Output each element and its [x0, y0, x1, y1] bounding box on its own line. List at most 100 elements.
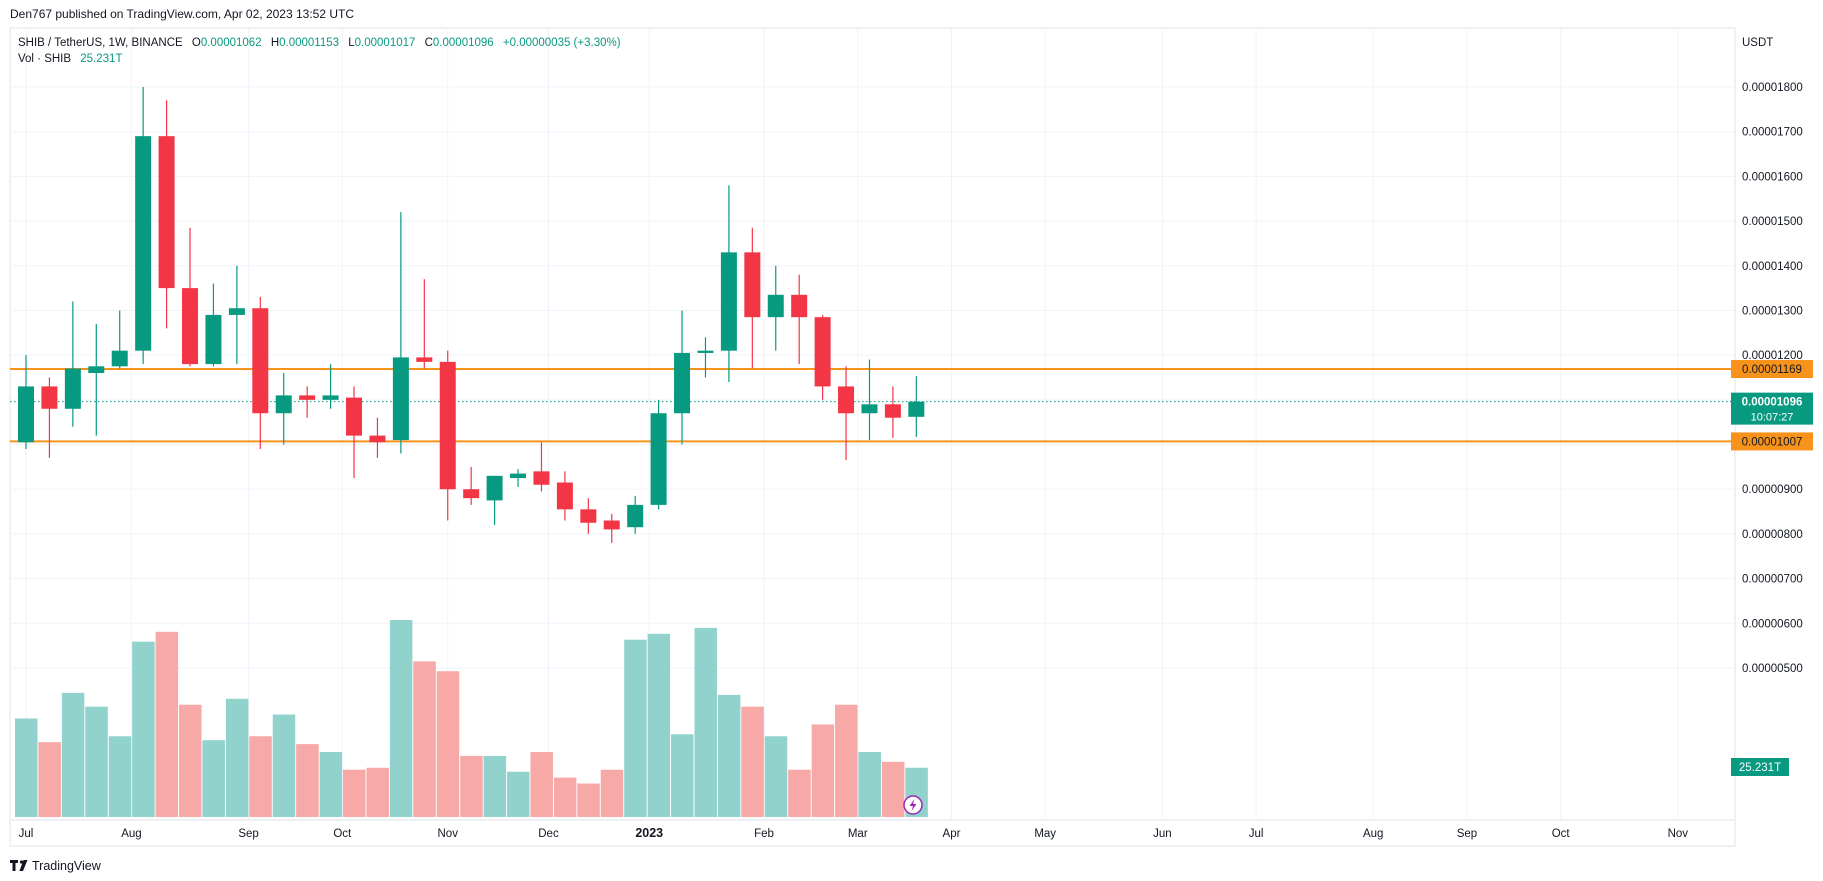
- candle: [463, 466, 480, 505]
- brand-name: TradingView: [32, 859, 102, 873]
- volume-bar: [436, 671, 460, 817]
- volume-bar: [85, 706, 108, 817]
- last-price-label: 0.00001096: [1742, 397, 1803, 409]
- volume-bar: [61, 692, 85, 817]
- candle: [838, 366, 855, 461]
- time-tick-label: Oct: [1552, 828, 1571, 840]
- volume-bar: [507, 771, 530, 817]
- volume-bar: [132, 641, 155, 817]
- candle: [908, 376, 925, 437]
- time-tick-label: Nov: [438, 828, 459, 840]
- legend-ohlc: SHIB / TetherUS, 1W, BINANCE O0.00001062…: [18, 37, 621, 49]
- candle-body: [275, 395, 292, 414]
- price-level-badge: [1731, 360, 1813, 379]
- candle: [88, 323, 105, 436]
- candle-body: [228, 308, 245, 315]
- volume-bar: [366, 767, 389, 817]
- candle-body: [64, 368, 81, 409]
- candle: [720, 185, 737, 382]
- volume-bar: [389, 620, 413, 817]
- candle: [767, 265, 784, 351]
- candle: [580, 498, 597, 534]
- candle-body: [744, 252, 761, 318]
- candle-body: [439, 361, 456, 490]
- volume-bar: [600, 769, 624, 817]
- volume-bar: [343, 769, 366, 817]
- volume-bar: [15, 718, 38, 817]
- legend-symbol: SHIB / TetherUS, 1W, BINANCE: [18, 37, 183, 49]
- candle-body: [322, 395, 339, 400]
- candle-body: [510, 473, 527, 479]
- volume-bar: [577, 783, 600, 817]
- candle-body: [205, 314, 222, 365]
- volume-bar: [835, 704, 858, 817]
- candle: [884, 386, 901, 438]
- legend-l-value: 0.00001017: [355, 37, 416, 49]
- volume-bar: [647, 633, 671, 817]
- volume-bar: [530, 751, 553, 817]
- legend-c-value: 0.00001096: [433, 37, 494, 49]
- price-level-label: 0.00001007: [1742, 436, 1803, 448]
- volume-bar: [671, 734, 694, 817]
- candle: [814, 314, 831, 400]
- legend-o-label: O: [192, 37, 201, 49]
- last-price-badge: [1731, 392, 1813, 425]
- candle-body: [580, 509, 597, 523]
- candle-body: [697, 350, 714, 353]
- candle: [627, 495, 644, 534]
- volume-bar: [811, 724, 835, 817]
- candle: [486, 475, 503, 525]
- price-tick-label: 0.00000600: [1742, 618, 1803, 630]
- time-tick-label: Oct: [333, 828, 352, 840]
- lightning-icon[interactable]: [903, 795, 923, 815]
- candle-body: [299, 395, 316, 400]
- candle-body: [182, 288, 199, 365]
- volume-bar: [249, 736, 272, 817]
- candle-body: [533, 471, 550, 485]
- volume-bar: [296, 744, 319, 817]
- currency-label: USDT: [1742, 37, 1773, 49]
- legend-h-value: 0.00001153: [279, 37, 339, 49]
- volume-bar: [553, 777, 577, 817]
- candle: [556, 471, 573, 521]
- volume-badge-label: 25.231T: [1739, 762, 1781, 774]
- candle: [18, 355, 34, 450]
- candle: [416, 279, 433, 369]
- candle: [603, 513, 620, 543]
- price-tick-label: 0.00000800: [1742, 529, 1803, 541]
- candle: [791, 274, 808, 365]
- price-tick-label: 0.00001500: [1742, 216, 1803, 228]
- price-axis[interactable]: 0.00001800 0.00001700 0.00001600 0.00001500…: [1731, 82, 1813, 776]
- volume-bars: [15, 620, 928, 817]
- price-tick-label: 0.00001200: [1742, 350, 1803, 362]
- support-resistance-lines: [10, 368, 1735, 443]
- candle-body: [369, 435, 386, 443]
- candle-body: [135, 136, 152, 351]
- volume-bar: [225, 698, 249, 817]
- volume-bar: [624, 639, 647, 817]
- candle: [697, 337, 714, 378]
- candle-body: [603, 520, 620, 530]
- candle-body: [346, 397, 363, 436]
- candle-body: [392, 357, 409, 441]
- price-tick-label: 0.00000900: [1742, 484, 1803, 496]
- candle: [369, 417, 386, 458]
- time-axis[interactable]: Jul Aug Sep Oct Nov Dec 2023 Feb Mar Apr May Jun Jul…: [19, 826, 1689, 840]
- time-tick-label: Aug: [121, 828, 141, 840]
- published-line: Den767 published on TradingView.com, Apr…: [10, 7, 354, 21]
- volume-bar: [319, 751, 343, 817]
- countdown-label: 10:07:27: [1751, 412, 1794, 424]
- candle-body: [556, 482, 573, 510]
- candle-body: [884, 404, 901, 418]
- candle: [228, 265, 245, 365]
- volume-bar: [483, 755, 507, 817]
- volume-bar: [788, 769, 811, 817]
- candle: [510, 469, 527, 487]
- price-level-label: 0.00001169: [1742, 364, 1802, 376]
- candles: [18, 87, 925, 543]
- time-tick-label: Apr: [943, 828, 961, 840]
- price-tick-label: 0.00001600: [1742, 171, 1803, 183]
- candle: [650, 399, 667, 510]
- candle-body: [791, 294, 808, 318]
